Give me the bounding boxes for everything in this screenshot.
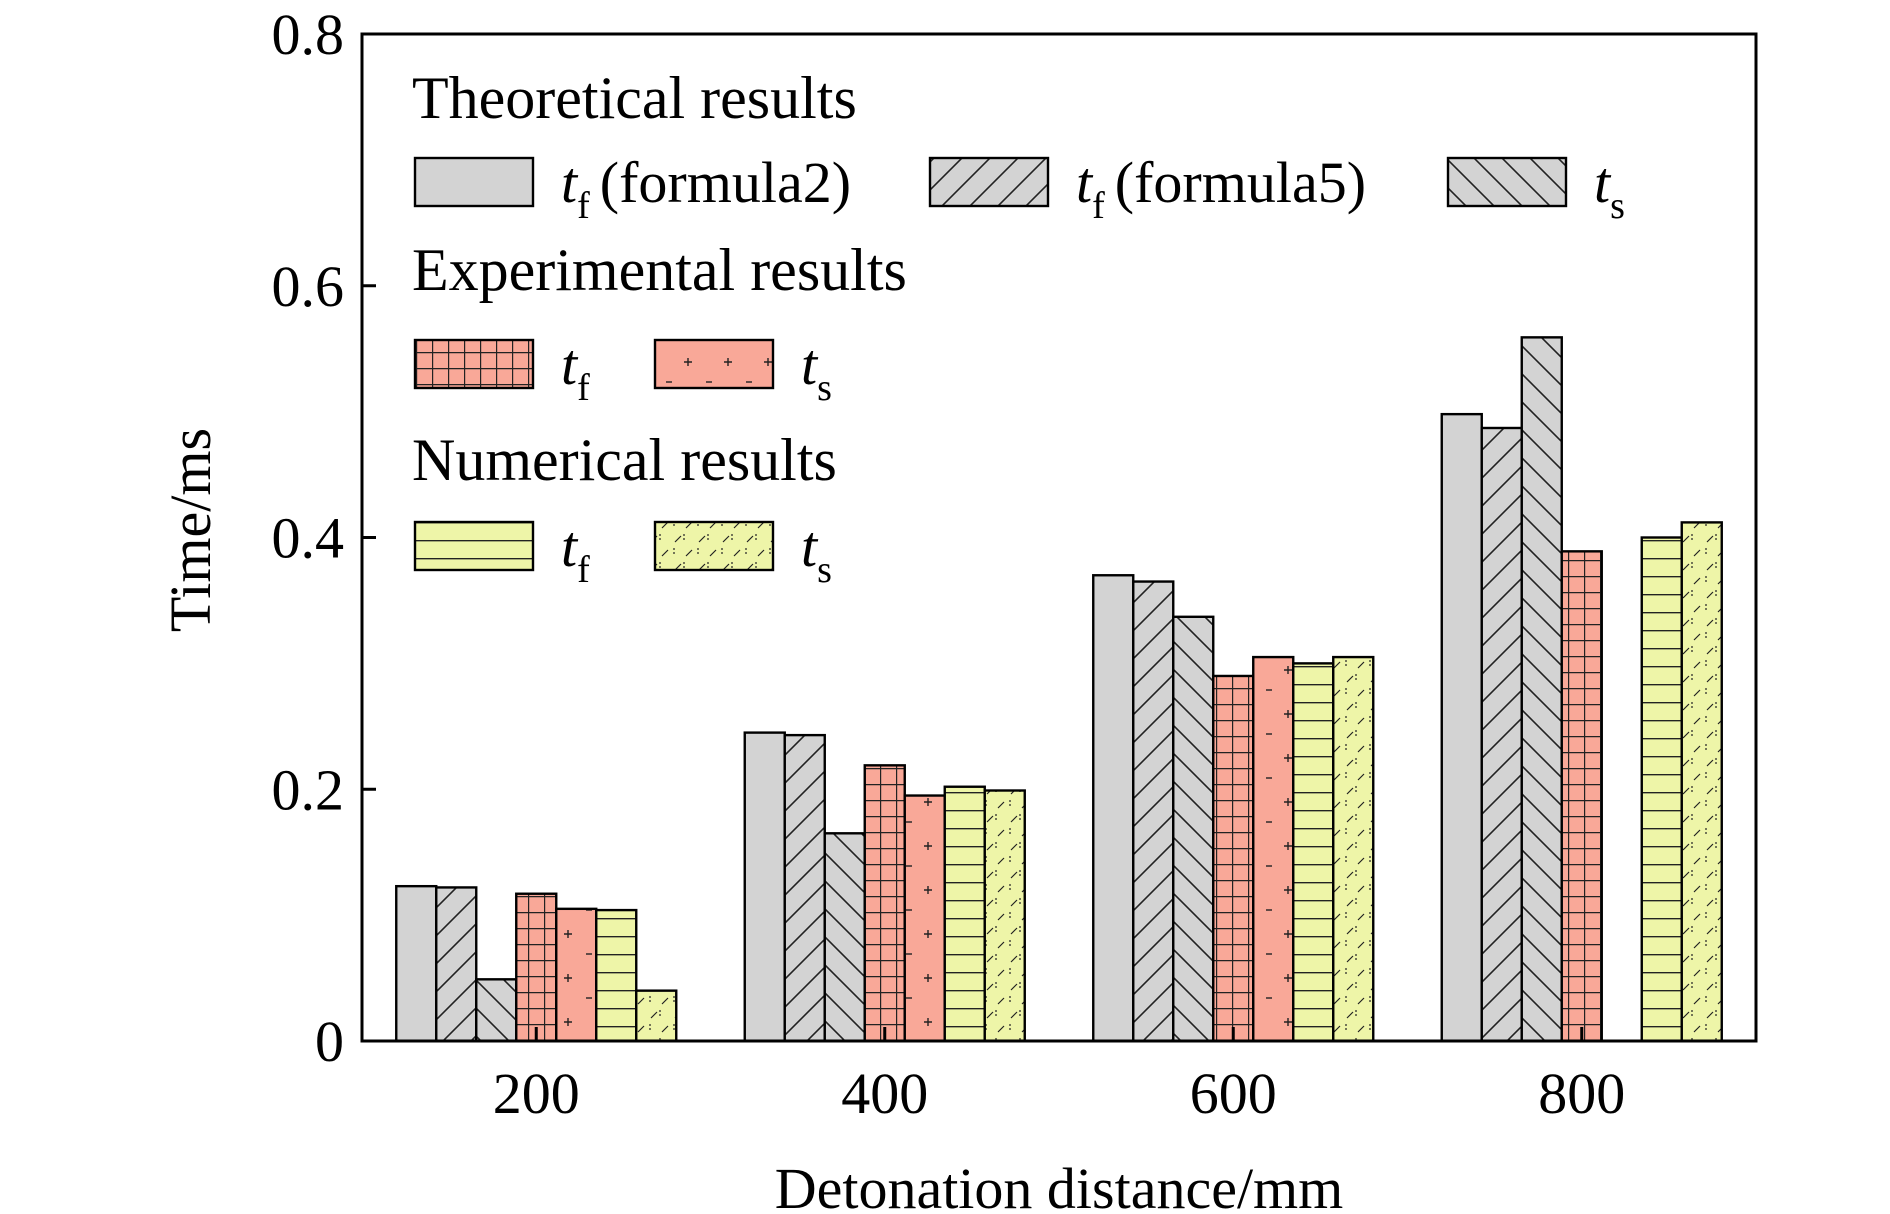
x-tick-label: 400	[841, 1061, 928, 1126]
legend-swatch	[653, 338, 775, 390]
bar-series1-200	[395, 884, 438, 1043]
legend-heading: Experimental results	[412, 237, 907, 303]
legend-label: ts	[801, 332, 832, 409]
bar-series7-400	[983, 789, 1026, 1043]
axis-layer: 0 0.2 0.4 0.6 0.8 200 400 600 800	[272, 2, 1626, 1126]
x-tick-label: 200	[493, 1061, 580, 1126]
bar-series2-600	[1132, 580, 1175, 1043]
bar-series7-800	[1680, 521, 1723, 1043]
bar-series3-400	[823, 832, 866, 1043]
legend-swatch	[653, 520, 775, 572]
legend-heading: Theoretical results	[412, 65, 857, 131]
legend-swatch	[413, 156, 535, 208]
legend-label: tf	[561, 514, 590, 591]
legend-heading: Numerical results	[412, 427, 837, 493]
bar-series4-200	[515, 892, 558, 1043]
x-axis-title: Detonation distance/mm	[775, 1156, 1344, 1214]
bar-series1-400	[743, 731, 786, 1043]
bar-series4-800	[1560, 550, 1603, 1043]
bar-series7-600	[1332, 655, 1375, 1043]
legend-label: ts	[801, 514, 832, 591]
legend-swatch	[413, 520, 535, 572]
bar-series6-200	[595, 908, 638, 1043]
legend-label: ts	[1594, 150, 1625, 227]
y-tick-label: 0	[315, 1009, 344, 1074]
bar-series4-600	[1212, 674, 1255, 1043]
bar-series3-200	[475, 978, 518, 1043]
legend-label: tf (formula2)	[561, 150, 851, 227]
bars-layer	[395, 336, 1723, 1043]
x-tick-label: 600	[1190, 1061, 1277, 1126]
legend-label: tf	[561, 332, 590, 409]
bar-series2-400	[783, 733, 826, 1043]
bar-series3-800	[1520, 336, 1563, 1043]
bar-series5-600	[1252, 655, 1295, 1043]
bar-series2-800	[1480, 426, 1523, 1043]
x-tick-label: 800	[1538, 1061, 1625, 1126]
bar-series5-200	[555, 907, 598, 1043]
bar-series5-400	[903, 794, 946, 1043]
legend: Theoretical results tf (formula2) tf (formul…	[412, 65, 1625, 591]
bar-series1-800	[1440, 412, 1483, 1043]
bar-series6-600	[1292, 662, 1335, 1043]
legend-swatch	[413, 338, 535, 390]
legend-label: tf (formula5)	[1076, 150, 1366, 227]
bar-series4-400	[863, 764, 906, 1043]
y-tick-label: 0.6	[272, 254, 345, 319]
y-tick-label: 0.4	[272, 506, 345, 571]
bar-series3-600	[1172, 615, 1215, 1043]
legend-swatch	[1446, 156, 1568, 208]
y-axis-title: Time/ms	[158, 428, 223, 632]
bar-series2-200	[435, 886, 478, 1043]
bar-series6-400	[943, 785, 986, 1043]
bar-series7-200	[635, 989, 678, 1043]
legend-swatch	[928, 156, 1050, 208]
bar-series6-800	[1640, 536, 1683, 1043]
y-tick-label: 0.2	[272, 757, 345, 822]
y-tick-label: 0.8	[272, 2, 345, 67]
bar-series1-600	[1092, 574, 1135, 1043]
